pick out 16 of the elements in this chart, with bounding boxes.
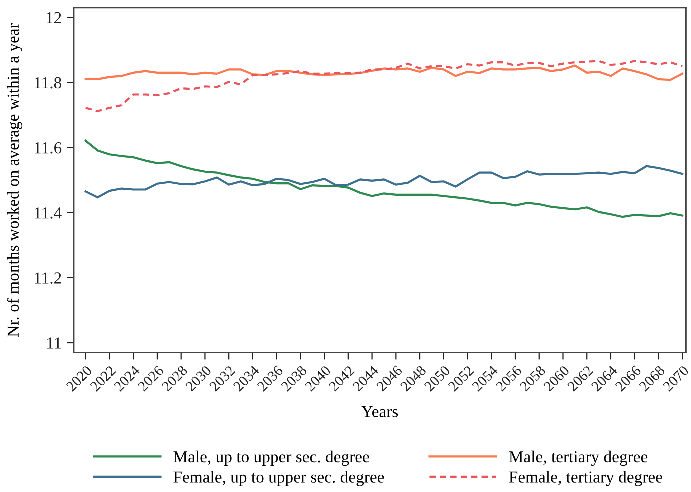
line-series [84,60,684,112]
line-series [84,64,684,82]
legend-label: Female, up to upper sec. degree [174,471,384,486]
y-tick-label: 11.8 [35,77,62,89]
y-tick-label: 11 [48,338,62,349]
y-axis-title: Nr. of months worked on average within a year [7,23,22,337]
y-tick-label: 11.4 [35,208,62,219]
x-axis-title: Years [362,406,398,418]
y-tick-label: 11.6 [35,142,62,154]
y-tick-label: 11.2 [35,272,62,284]
legend-label: Male, tertiary degree [509,450,648,466]
legend-label: Female, tertiary degree [509,471,662,486]
legend-label: Male, up to upper sec. degree [174,450,370,466]
y-tick-label: 12 [46,12,62,24]
line-series [84,165,684,199]
line-series [84,140,684,218]
